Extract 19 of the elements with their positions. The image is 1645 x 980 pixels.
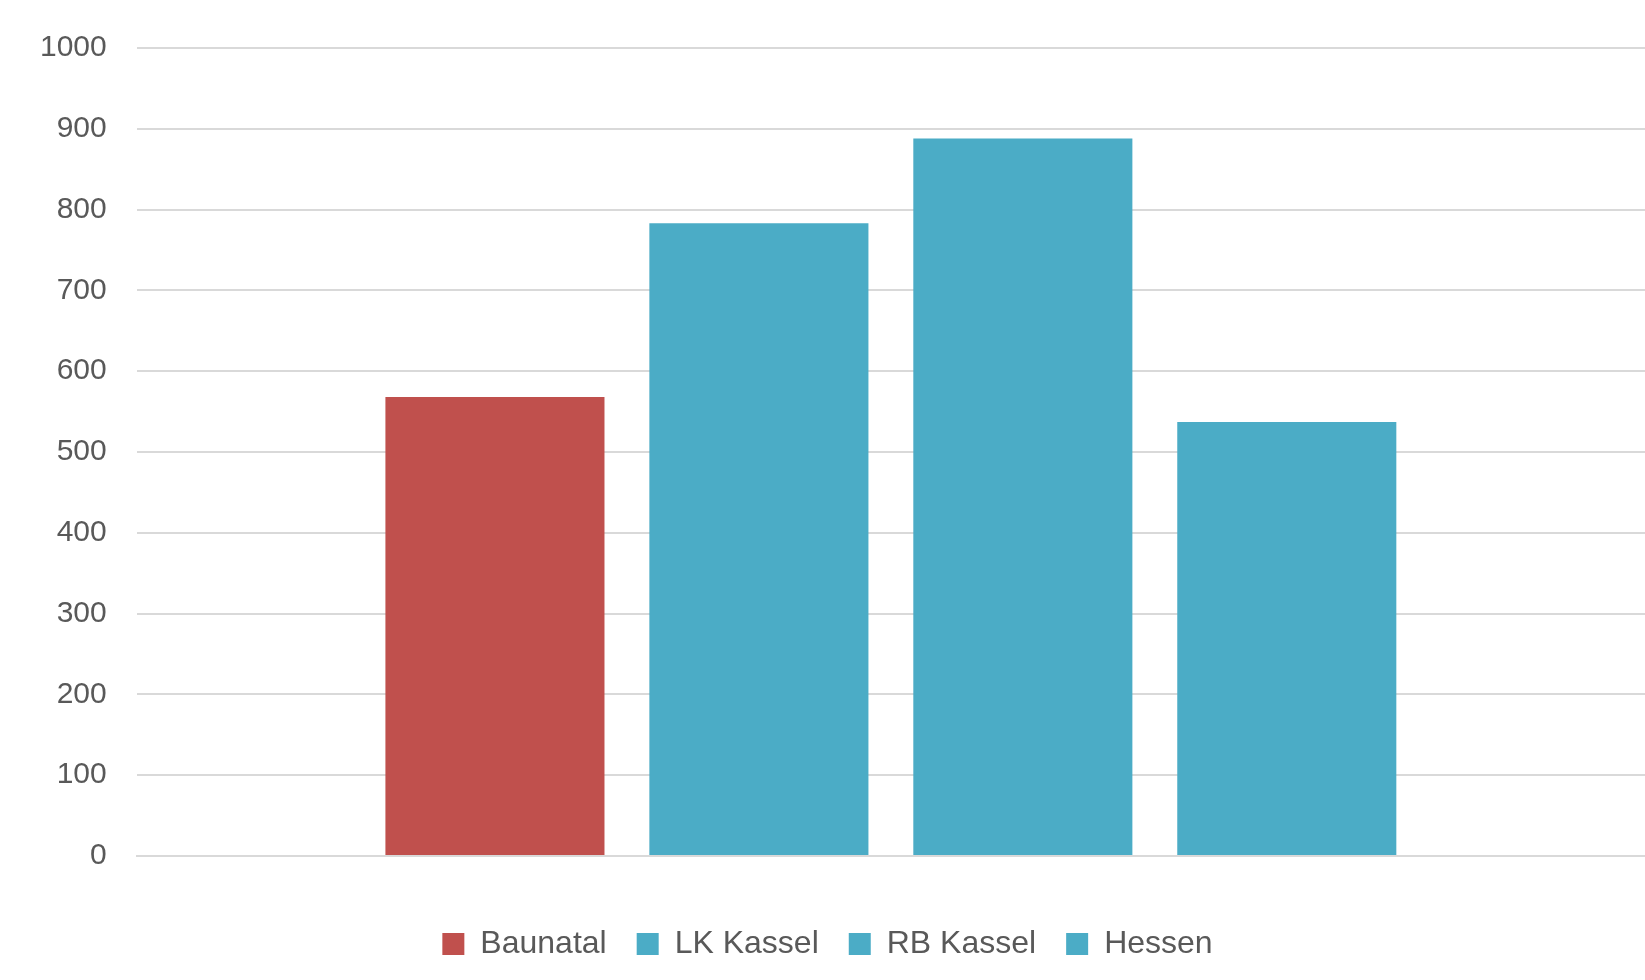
y-tick-label: 500 (56, 433, 107, 467)
y-tick-label: 600 (56, 352, 107, 386)
bar (913, 138, 1133, 855)
y-tick-label: 200 (56, 675, 107, 709)
y-tick-label: 100 (56, 756, 107, 790)
legend-label: LK Kassel (674, 923, 819, 960)
y-tick-label: 300 (56, 594, 107, 628)
y-tick-label: 900 (56, 110, 107, 144)
y-tick-label: 0 (90, 837, 107, 871)
bar (649, 223, 869, 855)
bar (385, 397, 605, 855)
legend-label: Hessen (1104, 923, 1213, 960)
y-tick-label: 700 (56, 271, 107, 305)
y-tick-label: 1000 (39, 29, 107, 63)
legend-label: Baunatal (480, 923, 607, 960)
y-tick-label: 400 (56, 514, 107, 548)
legend-label: RB Kassel (886, 923, 1037, 960)
bar (1177, 422, 1397, 855)
y-tick-label: 800 (56, 190, 107, 224)
